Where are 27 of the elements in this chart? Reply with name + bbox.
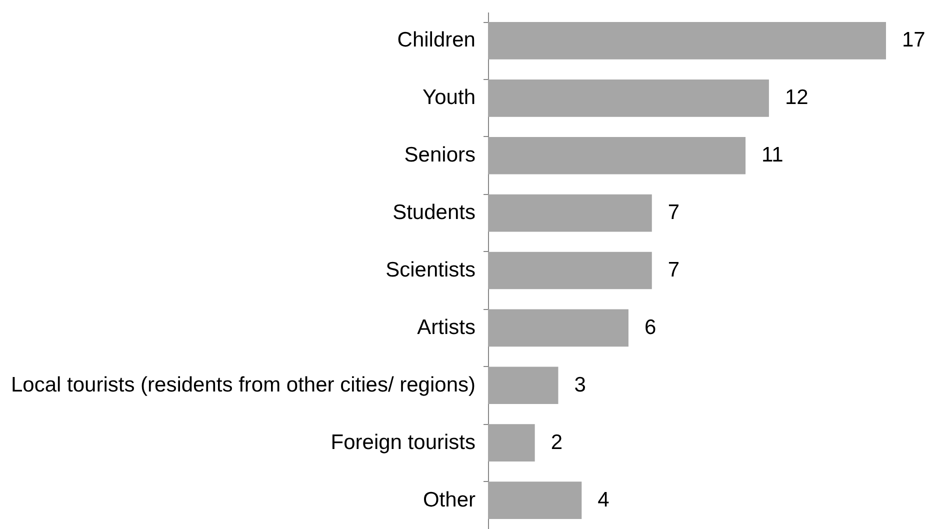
data-label: 7 — [668, 258, 680, 282]
data-label: 2 — [550, 430, 563, 454]
bar — [488, 136, 746, 174]
bar — [488, 309, 628, 347]
data-label: 7 — [668, 201, 680, 224]
y-tick-label: Artists — [417, 316, 476, 339]
y-tick-label: Students — [392, 201, 476, 224]
bar — [488, 22, 886, 60]
y-tick-label: Local tourists (residents from other cities/ regions) — [10, 373, 476, 396]
y-tick-label: Youth — [422, 86, 476, 110]
bar — [488, 366, 558, 404]
data-label: 12 — [784, 86, 808, 110]
bar — [488, 252, 652, 290]
y-tick-label: Children — [397, 28, 476, 52]
y-tick-label: Other — [422, 488, 476, 512]
y-tick-label: Seniors — [404, 144, 476, 167]
data-label: 4 — [598, 488, 610, 512]
y-tick-label: Scientists — [386, 258, 476, 282]
data-label: 3 — [574, 373, 586, 396]
data-label: 17 — [902, 28, 926, 52]
bar — [488, 482, 582, 519]
y-tick-label: Foreign tourists — [330, 430, 476, 454]
data-label: 11 — [762, 144, 784, 167]
bar — [488, 194, 652, 232]
data-label: 6 — [644, 316, 656, 339]
bar — [488, 424, 535, 462]
bar — [488, 79, 769, 117]
